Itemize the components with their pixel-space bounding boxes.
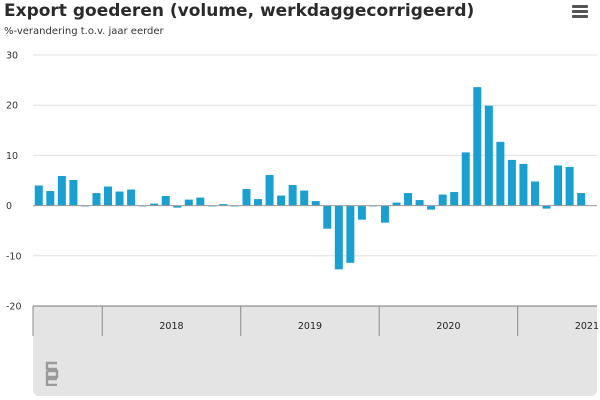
y-tick-label: -20 [6, 302, 22, 313]
bar [415, 200, 424, 206]
bar [427, 205, 436, 210]
bar [173, 205, 182, 208]
x-tick-label: 2021 [575, 321, 599, 332]
bar [507, 159, 516, 206]
bar [542, 205, 551, 209]
bar [242, 189, 251, 206]
bar [392, 202, 401, 206]
chart-subtitle: %-verandering t.o.v. jaar eerder [4, 26, 164, 37]
chart-footer [33, 343, 597, 396]
bar [150, 203, 159, 206]
bar [254, 199, 263, 206]
bar [311, 201, 320, 206]
bar [577, 193, 586, 206]
bar [323, 205, 332, 229]
y-tick-label: -10 [6, 251, 22, 262]
menu-line [572, 5, 588, 8]
bar [92, 193, 101, 206]
menu-line [572, 10, 588, 13]
menu-line [572, 15, 588, 18]
bar [34, 185, 43, 206]
bar [300, 190, 309, 206]
cbs-logo-icon [45, 361, 59, 386]
x-tick-label: 2019 [298, 321, 322, 332]
chart-title: Export goederen (volume, werkdaggecorrig… [4, 1, 475, 21]
hamburger-menu-icon[interactable] [572, 5, 588, 19]
x-axis-band [33, 306, 597, 344]
bar [69, 180, 78, 206]
bar [196, 197, 205, 206]
bar [554, 165, 563, 206]
bar [57, 175, 66, 206]
bar [219, 204, 228, 206]
bar [450, 192, 459, 206]
y-tick-label: 10 [6, 151, 18, 162]
bar [184, 199, 193, 206]
x-tick-label: 2018 [159, 321, 183, 332]
bar [346, 205, 355, 263]
y-tick-label: 30 [6, 51, 18, 62]
bar [496, 141, 505, 206]
bar [115, 191, 124, 206]
bar [127, 189, 136, 206]
bar [438, 194, 447, 206]
bar [46, 191, 55, 206]
bar [334, 205, 343, 270]
x-tick-label: 2020 [436, 321, 460, 332]
bar [288, 185, 297, 206]
y-tick-label: 0 [6, 201, 12, 212]
bar [380, 205, 389, 223]
bar [530, 181, 539, 206]
bar [565, 166, 574, 206]
y-tick-label: 20 [6, 101, 18, 112]
bar [265, 174, 274, 206]
bar [277, 195, 286, 206]
bar [484, 105, 493, 206]
bar [473, 87, 482, 206]
bar [404, 193, 413, 206]
bar [461, 152, 470, 206]
bar [161, 196, 170, 206]
bar [519, 163, 528, 206]
bar [357, 205, 366, 220]
bar [104, 186, 113, 206]
